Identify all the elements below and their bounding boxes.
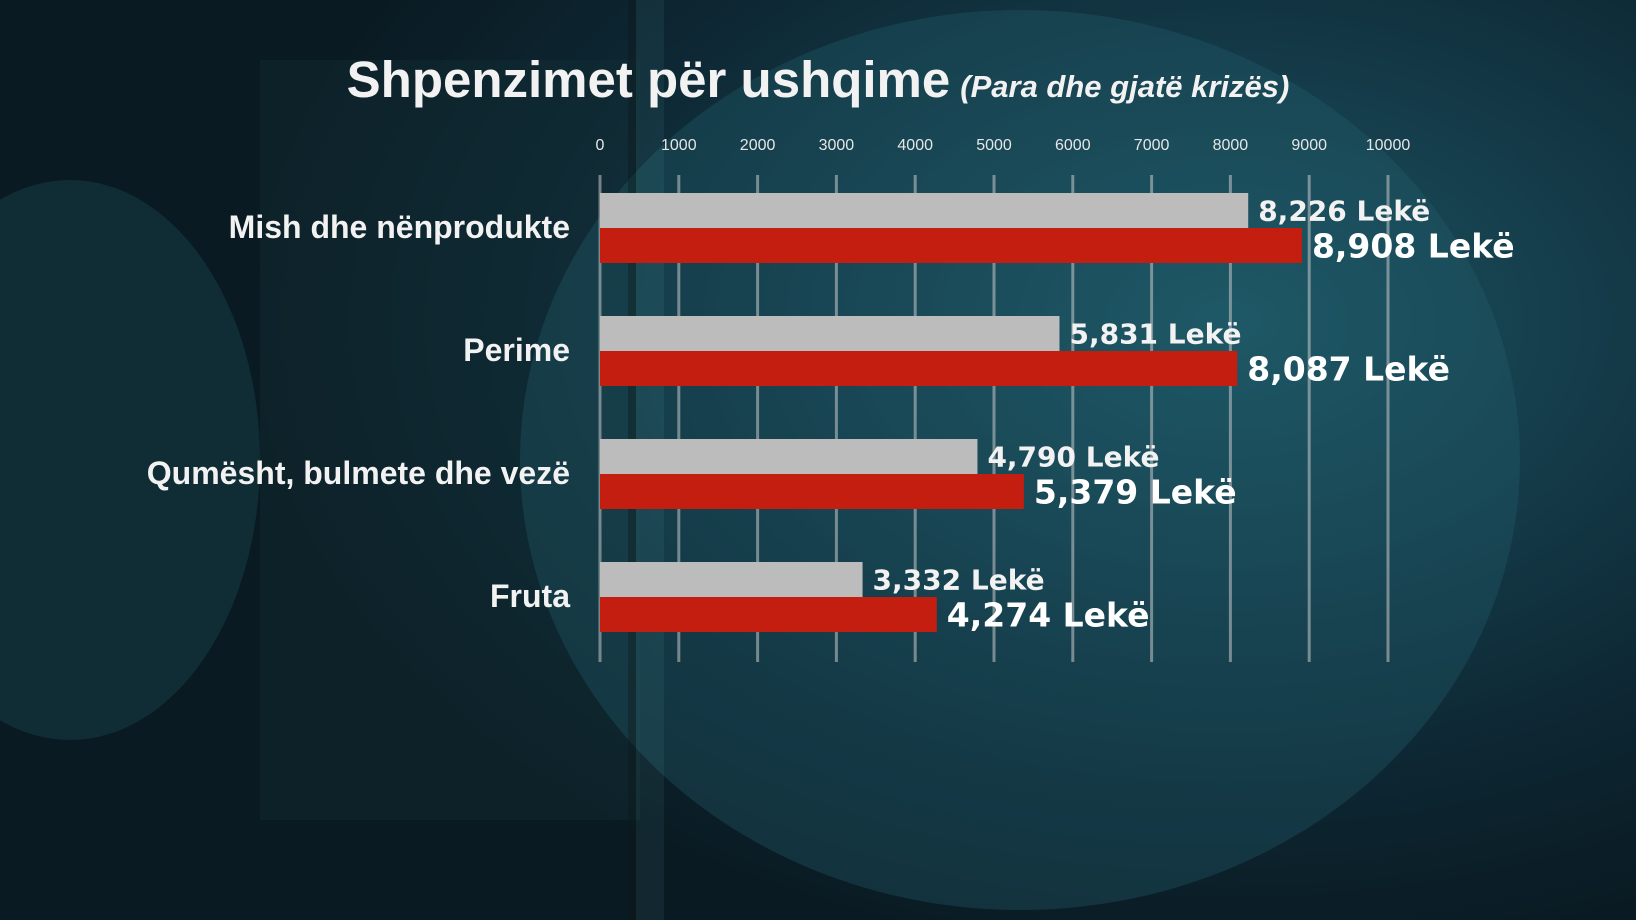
bar-s0-c2 bbox=[600, 439, 978, 474]
category-label-2: Qumësht, bulmete dhe vezë bbox=[147, 455, 570, 491]
bar-s0-c0 bbox=[600, 193, 1249, 228]
data-label-s1-c1: 8,087 Lekë bbox=[1247, 350, 1450, 389]
x-tick-label-1: 1000 bbox=[661, 137, 697, 154]
background-shape-middle bbox=[260, 60, 640, 820]
x-tick-label-3: 3000 bbox=[819, 137, 855, 154]
data-label-s1-c3: 4,274 Lekë bbox=[947, 596, 1150, 635]
x-tick-label-10: 10000 bbox=[1366, 137, 1411, 154]
category-label-3: Fruta bbox=[490, 578, 570, 614]
data-label-s0-c0: 8,226 Lekë bbox=[1258, 195, 1430, 228]
category-label-0: Mish dhe nënprodukte bbox=[229, 209, 570, 245]
data-label-s1-c2: 5,379 Lekë bbox=[1034, 473, 1237, 512]
data-label-s0-c1: 5,831 Lekë bbox=[1069, 318, 1241, 351]
x-tick-label-6: 6000 bbox=[1055, 137, 1091, 154]
chart-title-subtitle: (Para dhe gjatë krizës) bbox=[960, 69, 1290, 104]
chart-title: Shpenzimet për ushqime (Para dhe gjatë kr… bbox=[0, 50, 1636, 109]
data-label-s1-c0: 8,908 Lekë bbox=[1312, 227, 1515, 266]
data-label-s0-c2: 4,790 Lekë bbox=[987, 441, 1159, 474]
bar-s0-c3 bbox=[600, 562, 863, 597]
x-tick-label-7: 7000 bbox=[1134, 137, 1170, 154]
data-label-s0-c3: 3,332 Lekë bbox=[873, 564, 1045, 597]
bar-s1-c3 bbox=[600, 597, 937, 632]
bar-s1-c1 bbox=[600, 351, 1238, 386]
x-tick-label-5: 5000 bbox=[976, 137, 1012, 154]
bar-s0-c1 bbox=[600, 316, 1060, 351]
x-tick-label-0: 0 bbox=[596, 137, 605, 154]
x-tick-label-9: 9000 bbox=[1291, 137, 1327, 154]
bar-s1-c0 bbox=[600, 228, 1302, 263]
category-label-1: Perime bbox=[463, 332, 570, 368]
chart-title-main: Shpenzimet për ushqime bbox=[346, 51, 951, 108]
x-tick-label-4: 4000 bbox=[897, 137, 933, 154]
bar-s1-c2 bbox=[600, 474, 1024, 509]
x-tick-label-8: 8000 bbox=[1213, 137, 1249, 154]
x-tick-label-2: 2000 bbox=[740, 137, 776, 154]
